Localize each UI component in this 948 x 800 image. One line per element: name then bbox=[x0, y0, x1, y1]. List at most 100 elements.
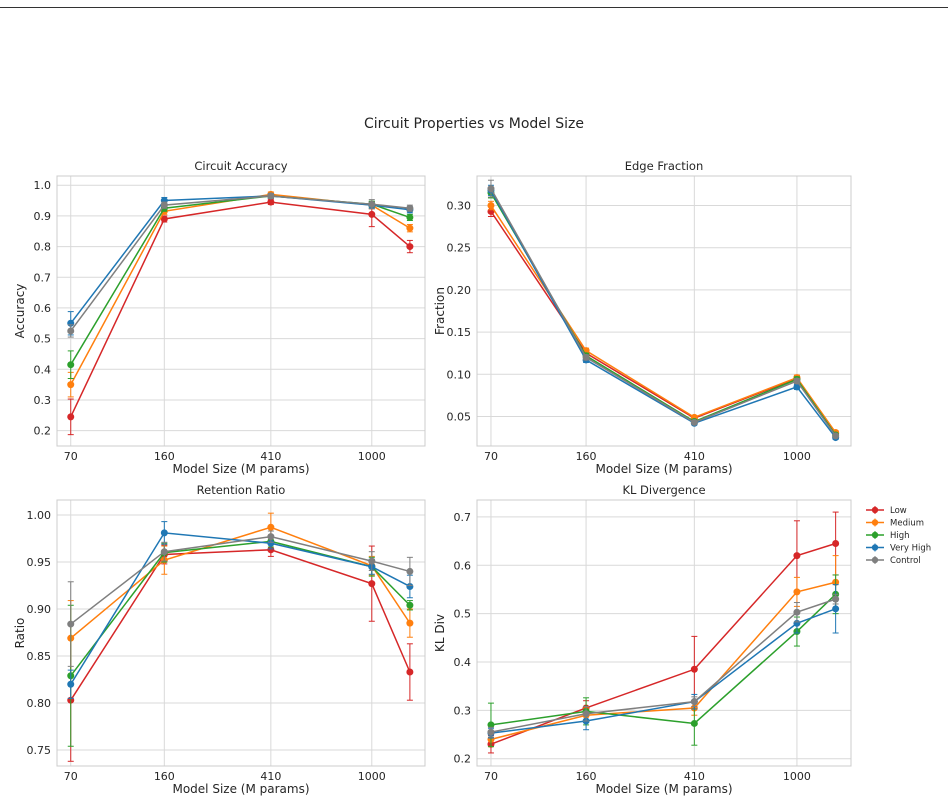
data-point bbox=[267, 198, 275, 206]
subplot-title: Retention Ratio bbox=[197, 483, 286, 497]
data-point bbox=[793, 608, 801, 616]
data-point bbox=[67, 413, 75, 421]
x-tick-label: 160 bbox=[154, 450, 175, 463]
legend-marker bbox=[871, 556, 879, 564]
series-line bbox=[490, 189, 837, 439]
data-point bbox=[160, 201, 168, 209]
data-point bbox=[582, 710, 590, 718]
y-tick-label: 1.0 bbox=[34, 179, 52, 192]
data-point bbox=[67, 680, 75, 688]
data-point bbox=[406, 619, 414, 627]
legend-item-medium: Medium bbox=[866, 518, 924, 529]
series-medium bbox=[67, 512, 414, 677]
panel-retention-ratio: 70 160 410 1000 0.75 0.80 0.85 0.90 0.95 1.00 Rete… bbox=[13, 483, 426, 796]
y-axis-label: Ratio bbox=[13, 618, 27, 649]
y-tick-label: 0.90 bbox=[27, 603, 52, 616]
data-point bbox=[160, 548, 168, 556]
legend-label: Medium bbox=[890, 519, 924, 529]
y-tick-label: 0.75 bbox=[27, 744, 52, 757]
series-line bbox=[70, 195, 410, 324]
data-point bbox=[368, 200, 376, 208]
legend-item-low: Low bbox=[866, 506, 907, 516]
legend-label: Low bbox=[890, 506, 907, 516]
series-line bbox=[490, 608, 836, 734]
y-tick-label: 0.5 bbox=[454, 608, 472, 621]
x-tick-label: 410 bbox=[260, 770, 281, 783]
series-line bbox=[490, 205, 837, 433]
y-tick-label: 1.00 bbox=[27, 509, 52, 522]
y-tick-label: 0.5 bbox=[34, 333, 52, 346]
data-point bbox=[267, 539, 275, 547]
series-high bbox=[487, 574, 840, 748]
figure-title: Circuit Properties vs Model Size bbox=[364, 116, 584, 132]
data-point bbox=[368, 557, 376, 565]
data-point bbox=[406, 582, 414, 590]
y-tick-label: 0.05 bbox=[447, 410, 472, 423]
data-point bbox=[832, 432, 840, 440]
data-point bbox=[690, 665, 698, 673]
x-tick-label: 160 bbox=[576, 770, 597, 783]
data-point bbox=[160, 215, 168, 223]
y-tick-label: 0.2 bbox=[34, 425, 52, 438]
series-line bbox=[490, 581, 836, 741]
x-tick-label: 410 bbox=[684, 450, 705, 463]
series-line bbox=[70, 193, 411, 385]
data-point bbox=[487, 202, 495, 210]
x-tick-label: 1000 bbox=[783, 450, 811, 463]
data-point bbox=[67, 361, 75, 369]
data-point bbox=[832, 595, 840, 603]
legend-item-high: High bbox=[866, 531, 910, 541]
x-tick-label: 410 bbox=[260, 450, 281, 463]
data-point bbox=[406, 224, 414, 232]
legend-item-very-high: Very High bbox=[866, 543, 931, 554]
data-point bbox=[487, 728, 495, 736]
x-tick-label: 1000 bbox=[783, 770, 811, 783]
x-axis-label: Model Size (M params) bbox=[595, 782, 732, 796]
data-point bbox=[832, 540, 840, 548]
subplot-title: Edge Fraction bbox=[625, 159, 704, 173]
series-line bbox=[70, 201, 411, 418]
data-point bbox=[67, 327, 75, 335]
y-tick-label: 0.6 bbox=[34, 302, 52, 315]
data-point bbox=[267, 523, 275, 531]
legend-marker bbox=[871, 506, 879, 514]
y-tick-label: 0.85 bbox=[27, 650, 52, 663]
subplot-title: KL Divergence bbox=[622, 483, 705, 497]
data-point bbox=[582, 353, 590, 361]
y-tick-label: 0.7 bbox=[454, 511, 472, 524]
series-line bbox=[490, 211, 837, 434]
y-tick-label: 0.15 bbox=[447, 326, 472, 339]
legend: Low Medium High Very High Control bbox=[866, 506, 931, 566]
series-medium bbox=[487, 200, 840, 436]
y-tick-label: 0.80 bbox=[27, 697, 52, 710]
legend-label: High bbox=[890, 531, 910, 541]
x-tick-label: 70 bbox=[64, 450, 78, 463]
data-point bbox=[406, 567, 414, 575]
series-line bbox=[70, 535, 411, 625]
y-tick-label: 0.10 bbox=[447, 368, 472, 381]
y-tick-label: 0.7 bbox=[34, 271, 52, 284]
x-axis-label: Model Size (M params) bbox=[172, 462, 309, 476]
data-point bbox=[793, 552, 801, 560]
x-tick-label: 410 bbox=[684, 770, 705, 783]
series-control bbox=[487, 593, 840, 738]
y-tick-label: 0.2 bbox=[454, 753, 472, 766]
x-tick-label: 160 bbox=[154, 770, 175, 783]
x-tick-label: 160 bbox=[576, 450, 597, 463]
legend-label: Control bbox=[890, 556, 921, 566]
x-tick-label: 70 bbox=[484, 450, 498, 463]
panel-circuit-accuracy: 70 160 410 1000 0.2 0.3 0.4 0.5 0.6 0.7 0.8 0.9 1.0 C… bbox=[13, 159, 426, 476]
x-tick-label: 1000 bbox=[358, 770, 386, 783]
x-tick-label: 70 bbox=[484, 770, 498, 783]
panel-edge-fraction: 70 160 410 1000 0.05 0.10 0.15 0.20 0.25 0.30 Edge… bbox=[433, 159, 852, 476]
x-tick-label: 1000 bbox=[358, 450, 386, 463]
data-point bbox=[368, 210, 376, 218]
y-tick-label: 0.6 bbox=[454, 559, 472, 572]
y-tick-label: 0.3 bbox=[454, 704, 472, 717]
data-point bbox=[690, 698, 698, 706]
legend-marker bbox=[871, 519, 879, 526]
y-tick-label: 0.9 bbox=[34, 210, 52, 223]
y-tick-label: 0.4 bbox=[454, 656, 472, 669]
data-point bbox=[406, 243, 414, 251]
legend-marker bbox=[871, 531, 879, 539]
